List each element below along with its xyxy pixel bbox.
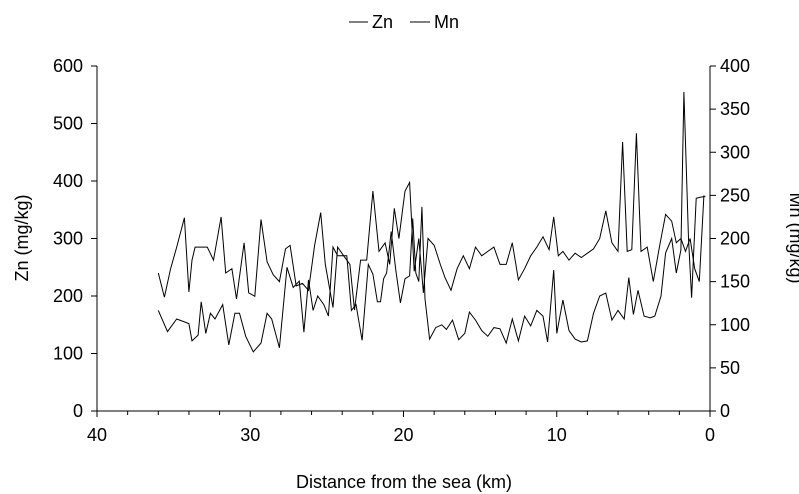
right-tick-label: 0: [720, 401, 730, 421]
x-axis-ticks: 40 30 20 10 0: [87, 411, 715, 445]
right-axis-ticks: 0 50 100 150 200 250 300 350 400: [710, 56, 750, 421]
left-tick-label: 500: [53, 114, 83, 134]
left-axis-title: Zn (mg/kg): [12, 194, 32, 281]
legend: Zn Mn: [349, 12, 459, 32]
right-tick-label: 300: [720, 142, 750, 162]
left-tick-label: 600: [53, 56, 83, 76]
x-tick-label: 30: [240, 425, 260, 445]
series-line-zn: [157, 91, 706, 353]
left-tick-label: 400: [53, 171, 83, 191]
right-tick-label: 350: [720, 99, 750, 119]
right-axis-title: Mn (mg/kg): [786, 192, 799, 283]
right-tick-label: 100: [720, 315, 750, 335]
x-tick-label: 40: [87, 425, 107, 445]
right-tick-label: 150: [720, 272, 750, 292]
left-tick-label: 0: [73, 401, 83, 421]
right-tick-label: 400: [720, 56, 750, 76]
right-tick-label: 250: [720, 185, 750, 205]
left-tick-label: 200: [53, 286, 83, 306]
right-tick-label: 200: [720, 229, 750, 249]
series-line-mn: [157, 133, 705, 311]
left-axis-ticks: 0 100 200 300 400 500 600: [53, 56, 97, 421]
legend-mn-label: Mn: [434, 12, 459, 32]
left-tick-label: 300: [53, 229, 83, 249]
series-group: [157, 91, 706, 353]
right-tick-label: 50: [720, 358, 740, 378]
legend-zn-label: Zn: [372, 12, 393, 32]
x-tick-label: 20: [393, 425, 413, 445]
x-tick-label: 10: [547, 425, 567, 445]
left-tick-label: 100: [53, 344, 83, 364]
x-tick-label: 0: [705, 425, 715, 445]
x-axis-title: Distance from the sea (km): [296, 472, 512, 492]
